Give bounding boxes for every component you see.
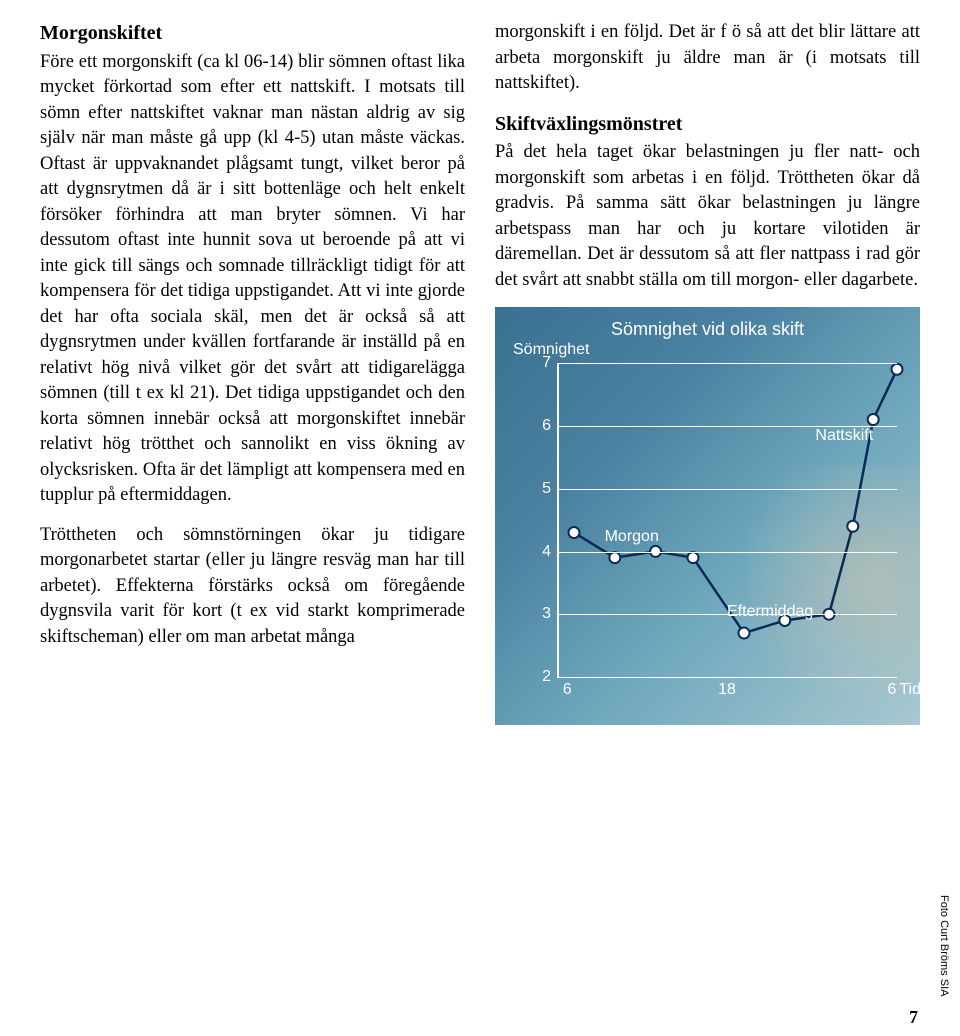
chart-xtick: 6: [887, 679, 896, 701]
chart-marker: [868, 414, 879, 425]
chart-gridline: [557, 489, 897, 490]
photo-credit: Foto Curt Bröms SIA: [938, 895, 950, 996]
chart-ytick: 3: [531, 603, 551, 625]
chart-ytick: 7: [531, 352, 551, 374]
chart-marker: [847, 521, 858, 532]
right-column: morgonskift i en följd. Det är f ö så at…: [495, 20, 920, 725]
chart-series-label: Eftermiddag: [727, 601, 813, 623]
chart-plot-area: Tid 2345676186MorgonEftermiddagNattskift: [557, 363, 897, 677]
chart-ylabel: Sömnighet: [513, 339, 590, 361]
heading-morgonskiftet: Morgonskiftet: [40, 20, 465, 48]
chart-ytick: 6: [531, 415, 551, 437]
chart-marker: [739, 628, 750, 639]
left-para-2: Tröttheten och sömnstörningen ökar ju ti…: [40, 523, 465, 651]
chart-ytick: 4: [531, 541, 551, 563]
sleepiness-chart: Sömnighet vid olika skift Sömnighet Tid …: [495, 307, 920, 725]
left-column: Morgonskiftet Före ett morgonskift (ca k…: [40, 20, 465, 725]
chart-marker: [892, 364, 903, 375]
page-number: 7: [909, 1007, 918, 1028]
chart-ytick: 2: [531, 666, 551, 688]
chart-lines: [557, 363, 897, 677]
right-para-2: På det hela taget ökar belastningen ju f…: [495, 140, 920, 293]
chart-gridline: [557, 552, 897, 553]
chart-line: [574, 370, 897, 634]
heading-skiftvaxling: Skiftväxlingsmönstret: [495, 111, 920, 139]
chart-marker: [609, 552, 620, 563]
chart-ytick: 5: [531, 478, 551, 500]
chart-series-label: Nattskift: [815, 425, 873, 447]
chart-gridline: [557, 363, 897, 364]
left-para-1: Före ett morgonskift (ca kl 06-14) blir …: [40, 50, 465, 509]
chart-marker: [688, 552, 699, 563]
chart-series-label: Morgon: [605, 526, 659, 548]
chart-xlabel: Tid: [899, 679, 921, 701]
right-para-1: morgonskift i en följd. Det är f ö så at…: [495, 20, 920, 97]
chart-xtick: 18: [718, 679, 736, 701]
chart-marker: [569, 527, 580, 538]
chart-xtick: 6: [563, 679, 572, 701]
chart-gridline: [557, 677, 897, 678]
